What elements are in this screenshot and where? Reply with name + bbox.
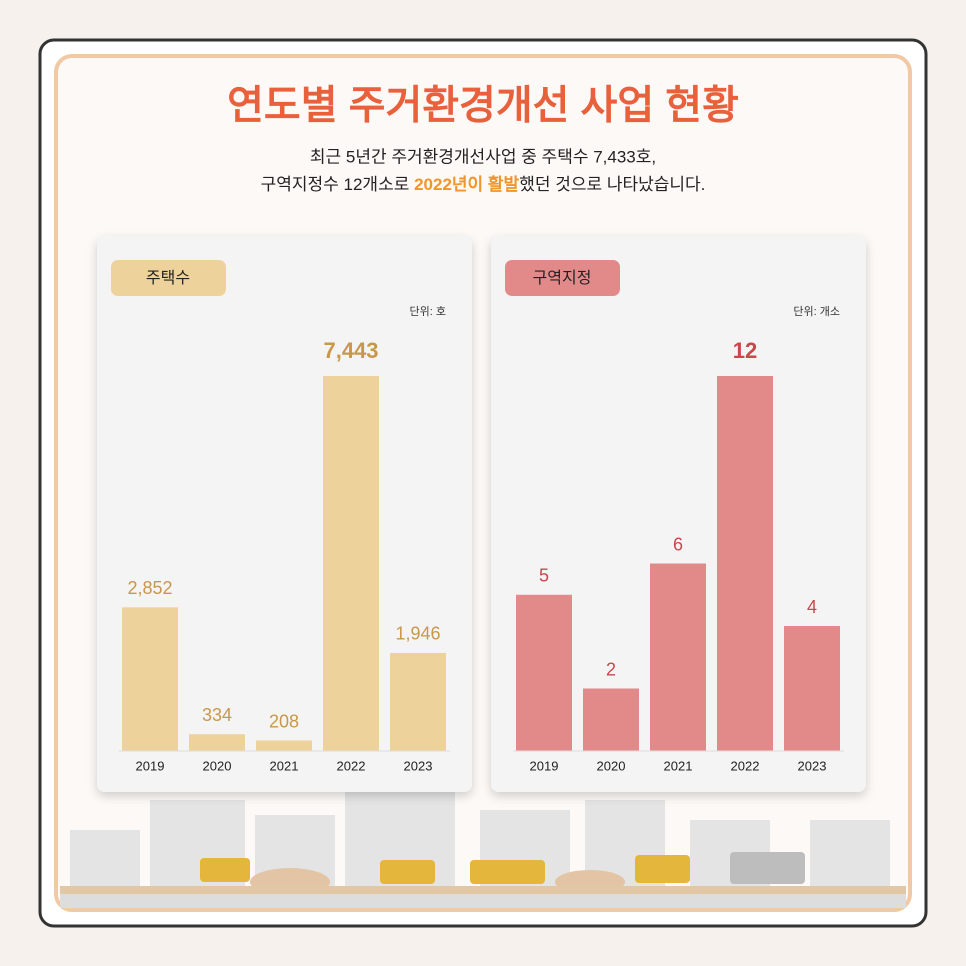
x-tick-label: 2019 [530,758,559,773]
value-label: 5 [539,566,549,586]
badge [111,260,226,296]
value-label: 7,443 [323,338,378,363]
bar [323,376,379,751]
bar [784,626,840,751]
scenery [60,790,906,908]
bar [390,652,446,751]
bar [583,688,639,751]
value-label: 2,852 [127,578,172,598]
subtitle-part: 구역지정수 12개소로 [261,175,414,194]
panel-title: 주택수 [146,269,190,287]
x-tick-label: 2023 [404,758,433,773]
x-tick-label: 2021 [270,758,299,773]
bar [256,740,312,751]
value-label: 208 [269,711,299,731]
value-label: 334 [202,705,232,725]
x-tick-label: 2022 [337,758,366,773]
value-label: 1,946 [395,624,440,644]
subtitle-part: 했던 것으로 나타났습니다. [519,175,705,194]
x-tick-label: 2021 [664,758,693,773]
subtitle-line: 구역지정수 12개소로 2022년이 활발했던 것으로 나타났습니다. [261,174,706,194]
value-label: 4 [807,597,817,617]
value-label: 6 [673,534,683,554]
subtitle-line: 최근 5년간 주거환경개선사업 중 주택수 7,433호, [310,147,656,166]
value-label: 12 [733,338,757,363]
x-tick-label: 2023 [798,758,827,773]
badge [505,260,620,296]
value-label: 2 [606,659,616,679]
unit-label: 단위: 호 [410,305,446,318]
bar [717,376,773,751]
unit-label: 단위: 개소 [793,305,840,318]
x-tick-label: 2022 [731,758,760,773]
x-tick-label: 2020 [203,758,232,773]
x-tick-label: 2020 [597,758,626,773]
panel-title: 구역지정 [533,269,592,287]
bar [516,594,572,751]
title: 연도별 주거환경개선 사업 현황 [227,84,739,128]
x-tick-label: 2019 [136,758,165,773]
subtitle-highlight: 2022년이 활발 [414,174,519,194]
bar [122,607,178,751]
bar [650,563,706,751]
bar [189,734,245,751]
